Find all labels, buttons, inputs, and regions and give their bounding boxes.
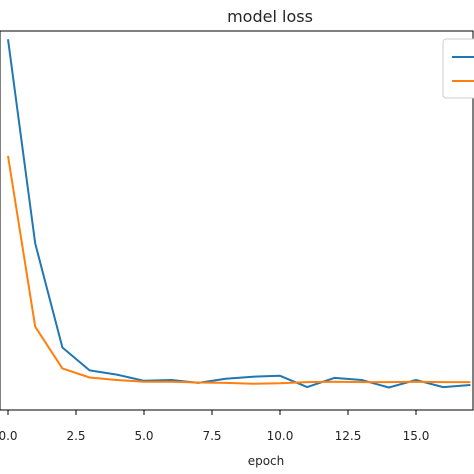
x-tick-label: 7.5 bbox=[202, 429, 221, 443]
legend-box bbox=[442, 38, 474, 99]
x-tick-label: 10.0 bbox=[267, 429, 294, 443]
x-tick-label: 12.5 bbox=[335, 429, 362, 443]
x-axis-label: epoch bbox=[248, 454, 285, 468]
chart-title: model loss bbox=[227, 7, 313, 26]
x-tick-label: 2.5 bbox=[66, 429, 85, 443]
x-tick-label: 5.0 bbox=[134, 429, 153, 443]
legend bbox=[442, 38, 474, 99]
x-ticks: 0.0 2.5 5.0 7.5 10.0 12.5 15.0 bbox=[0, 410, 429, 443]
series-line-2 bbox=[7, 155, 471, 385]
series-layer bbox=[7, 39, 471, 389]
x-tick-label: 0.0 bbox=[0, 429, 18, 443]
series-line-1 bbox=[7, 39, 471, 389]
x-tick-label: 15.0 bbox=[403, 429, 430, 443]
plot-area-frame bbox=[0, 30, 474, 411]
